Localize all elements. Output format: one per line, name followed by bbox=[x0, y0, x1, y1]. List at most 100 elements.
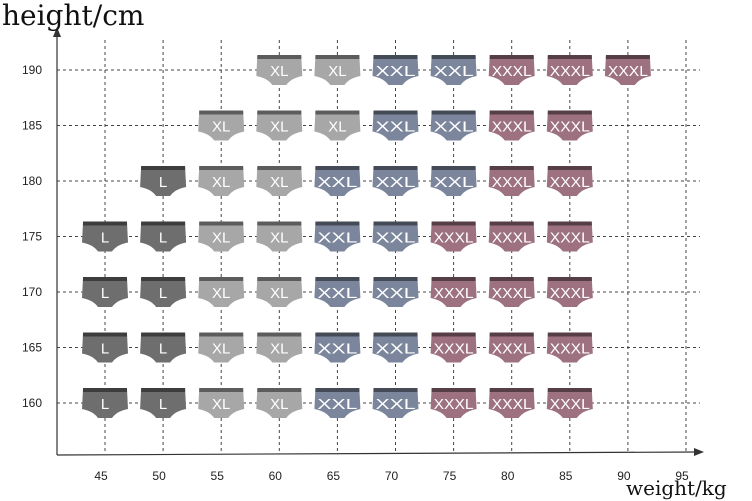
size-cell: L bbox=[82, 332, 128, 363]
size-cell: XXL bbox=[430, 166, 477, 196]
y-axis-title: height/cm bbox=[2, 0, 144, 32]
size-label: L bbox=[101, 285, 109, 302]
size-cell: XXL bbox=[372, 110, 419, 141]
briefs-icon bbox=[314, 111, 361, 141]
size-cell: XL bbox=[314, 110, 361, 141]
size-cell: XXXL bbox=[546, 55, 593, 85]
size-label: XXL bbox=[317, 341, 357, 358]
size-cell: XXL bbox=[314, 166, 361, 196]
size-cell: XL bbox=[198, 277, 245, 307]
briefs-icon bbox=[140, 278, 187, 307]
waistband bbox=[315, 110, 360, 115]
x-tick-label: 90 bbox=[617, 469, 631, 483]
waistband bbox=[489, 277, 534, 281]
size-label: XXXL bbox=[492, 174, 532, 191]
size-label: L bbox=[159, 396, 167, 413]
waistband bbox=[489, 388, 534, 392]
waistband bbox=[431, 388, 476, 392]
waistband bbox=[257, 55, 302, 59]
size-label: XL bbox=[212, 396, 230, 413]
briefs-icon bbox=[140, 389, 187, 418]
size-cell: XXL bbox=[314, 332, 361, 363]
size-label: XL bbox=[212, 174, 230, 191]
size-cell: XL bbox=[256, 221, 303, 252]
size-cell: XL bbox=[198, 221, 245, 252]
briefs-icon bbox=[198, 333, 245, 363]
size-label: XXXL bbox=[492, 341, 532, 358]
waistband bbox=[257, 221, 302, 226]
axes bbox=[53, 27, 704, 456]
briefs-icon bbox=[372, 333, 419, 363]
waistband bbox=[489, 166, 534, 170]
size-cell: XXL bbox=[314, 388, 361, 418]
size-label: XXL bbox=[434, 63, 474, 80]
size-cell: XXXL bbox=[546, 221, 593, 252]
briefs-icon bbox=[430, 389, 477, 418]
briefs-icon bbox=[198, 167, 245, 196]
size-cell: XXXL bbox=[546, 388, 593, 418]
briefs-icon bbox=[488, 56, 535, 85]
size-label: XXXL bbox=[492, 63, 532, 80]
waistband bbox=[373, 388, 418, 392]
waistband bbox=[83, 277, 127, 281]
size-label: XL bbox=[212, 285, 230, 302]
briefs-icon bbox=[256, 56, 303, 85]
briefs-icon bbox=[430, 167, 477, 196]
waistband bbox=[257, 388, 302, 392]
briefs-icon bbox=[140, 167, 187, 196]
size-label: XL bbox=[328, 63, 346, 80]
size-label: XXXL bbox=[550, 174, 590, 191]
waistband bbox=[373, 332, 418, 337]
waistband bbox=[547, 332, 592, 337]
size-label: XXXL bbox=[434, 285, 474, 302]
briefs-icon bbox=[314, 222, 361, 252]
briefs-icon bbox=[314, 333, 361, 363]
waistband bbox=[605, 55, 650, 59]
waistband bbox=[199, 166, 244, 170]
briefs-icon bbox=[488, 222, 535, 252]
size-cell: XL bbox=[256, 332, 303, 363]
waistband bbox=[373, 110, 418, 115]
briefs-icon bbox=[314, 56, 361, 85]
size-cell: XL bbox=[256, 388, 303, 418]
size-cell: XXL bbox=[372, 277, 419, 307]
size-cell: XXL bbox=[430, 55, 477, 85]
briefs-icon bbox=[546, 56, 593, 85]
waistband bbox=[373, 166, 418, 170]
size-label: XXXL bbox=[608, 63, 648, 80]
briefs-icon bbox=[546, 333, 593, 363]
size-cell: XXXL bbox=[546, 332, 593, 363]
x-tick-label: 65 bbox=[327, 469, 341, 483]
x-axis-title: weight/kg bbox=[626, 476, 727, 500]
size-label: XXL bbox=[376, 285, 416, 302]
size-label: XXXL bbox=[492, 396, 532, 413]
size-label: XXXL bbox=[550, 119, 590, 136]
size-cell: XXXL bbox=[488, 332, 535, 363]
briefs-icon bbox=[256, 333, 303, 363]
size-label: XXL bbox=[376, 230, 416, 247]
size-label: XL bbox=[328, 119, 346, 136]
waistband bbox=[315, 277, 360, 281]
size-label: XXXL bbox=[492, 285, 532, 302]
size-cell: L bbox=[82, 277, 128, 307]
briefs-icon bbox=[140, 222, 187, 252]
size-label: XXL bbox=[317, 230, 357, 247]
size-label: XXXL bbox=[434, 230, 474, 247]
briefs-icon bbox=[488, 389, 535, 418]
y-tick-label: 190 bbox=[22, 63, 42, 77]
size-cell: XXXL bbox=[546, 277, 593, 307]
waistband bbox=[315, 221, 360, 226]
size-cell: XL bbox=[256, 166, 303, 196]
briefs-icon bbox=[372, 56, 419, 85]
briefs-icon bbox=[488, 167, 535, 196]
x-tick-label: 50 bbox=[152, 469, 166, 483]
size-label: XXL bbox=[376, 396, 416, 413]
waistband bbox=[83, 332, 127, 337]
size-label: XXL bbox=[317, 396, 357, 413]
size-cell: XXXL bbox=[604, 55, 651, 85]
size-label: XL bbox=[270, 174, 288, 191]
size-label: XXXL bbox=[550, 230, 590, 247]
size-label: L bbox=[159, 341, 167, 358]
size-label: XL bbox=[270, 63, 288, 80]
